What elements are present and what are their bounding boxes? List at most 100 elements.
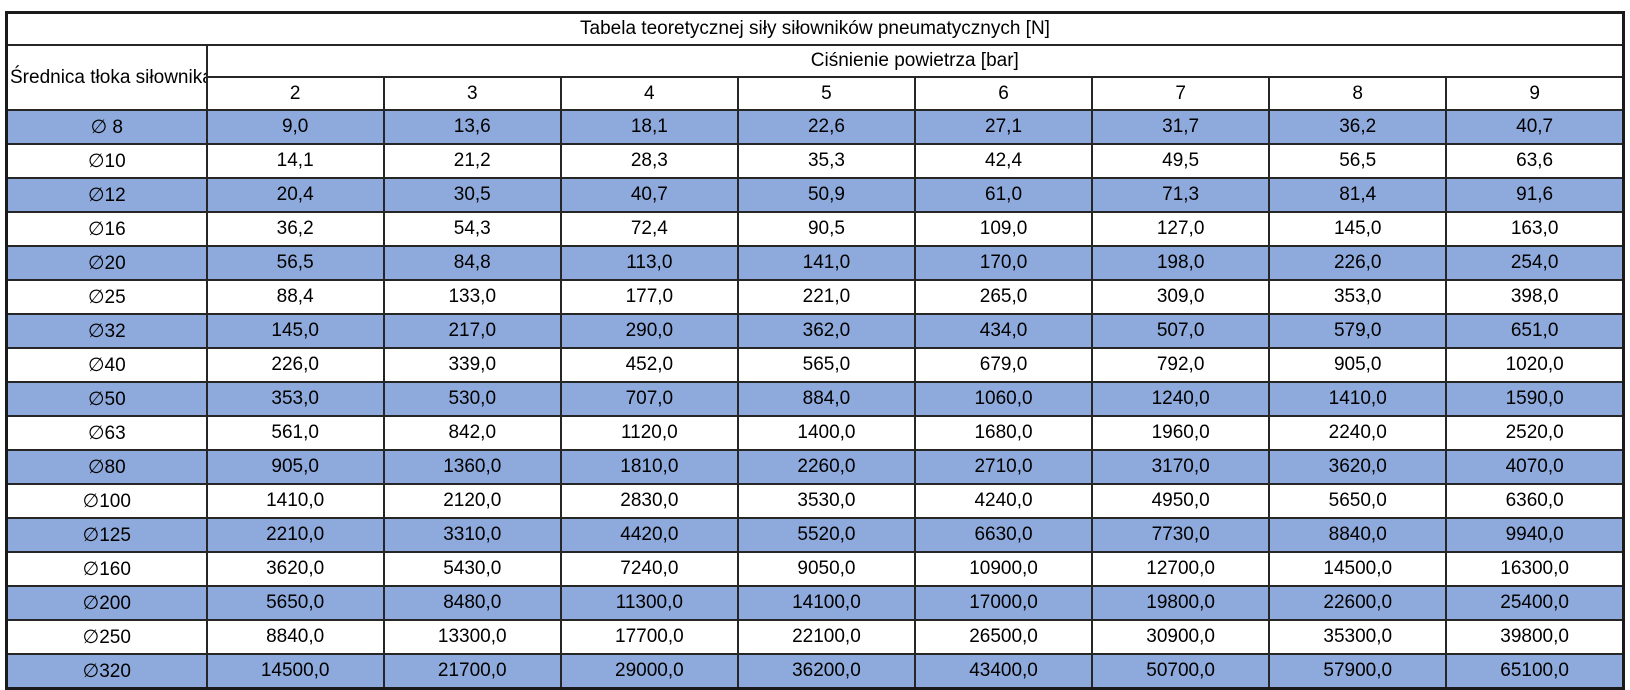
force-cell: 133,0: [382, 279, 562, 315]
table-row: ∅40 226,0 339,0 452,0 565,0 679,0 792,0 905,0 10…: [5, 347, 1625, 383]
diameter-cell: ∅200: [5, 585, 208, 621]
force-cell: 792,0: [1091, 347, 1271, 383]
force-cell: 4420,0: [559, 517, 739, 553]
force-cell: 14100,0: [736, 585, 916, 621]
diameter-cell: ∅25: [5, 279, 208, 315]
force-cell: 63,6: [1445, 143, 1625, 179]
force-cell: 9940,0: [1445, 517, 1625, 553]
force-cell: 71,3: [1091, 177, 1271, 213]
force-cell: 353,0: [205, 381, 385, 417]
force-cell: 198,0: [1091, 245, 1271, 281]
force-cell: 65100,0: [1445, 653, 1625, 690]
pressure-col-3: 3: [382, 76, 562, 111]
force-cell: 905,0: [1268, 347, 1448, 383]
force-cell: 5430,0: [382, 551, 562, 587]
force-cell: 50,9: [736, 177, 916, 213]
diameter-cell: ∅320: [5, 653, 208, 690]
force-cell: 13,6: [382, 109, 562, 145]
force-cell: 20,4: [205, 177, 385, 213]
force-cell: 8480,0: [382, 585, 562, 621]
pressure-col-5: 5: [736, 76, 916, 111]
table-body: ∅ 8 9,0 13,6 18,1 22,6 27,1 31,7 36,2 40,7 ∅10 14,…: [5, 109, 1625, 690]
force-cell: 35,3: [736, 143, 916, 179]
force-cell: 14500,0: [205, 653, 385, 690]
force-cell: 1240,0: [1091, 381, 1271, 417]
force-cell: 905,0: [205, 449, 385, 485]
force-cell: 7730,0: [1091, 517, 1271, 553]
force-cell: 91,6: [1445, 177, 1625, 213]
force-cell: 707,0: [559, 381, 739, 417]
force-cell: 5520,0: [736, 517, 916, 553]
diameter-cell: ∅125: [5, 517, 208, 553]
force-cell: 26500,0: [913, 619, 1094, 655]
pressure-group-header: Ciśnienie powietrza [bar]: [205, 44, 1625, 78]
force-cell: 72,4: [559, 211, 739, 247]
force-cell: 2240,0: [1268, 415, 1448, 451]
force-cell: 2830,0: [559, 483, 739, 519]
force-cell: 50700,0: [1091, 653, 1271, 690]
force-cell: 56,5: [1268, 143, 1448, 179]
force-cell: 17000,0: [913, 585, 1094, 621]
force-cell: 3310,0: [382, 517, 562, 553]
diameter-cell: ∅63: [5, 415, 208, 451]
force-cell: 12700,0: [1091, 551, 1271, 587]
force-cell: 254,0: [1445, 245, 1625, 281]
force-cell: 18,1: [559, 109, 739, 145]
force-cell: 5650,0: [1268, 483, 1448, 519]
force-cell: 8840,0: [1268, 517, 1448, 553]
force-cell: 36,2: [205, 211, 385, 247]
force-cell: 13300,0: [382, 619, 562, 655]
force-cell: 4950,0: [1091, 483, 1271, 519]
table-row: ∅50 353,0 530,0 707,0 884,0 1060,0 1240,0 1410,…: [5, 381, 1625, 417]
force-cell: 3170,0: [1091, 449, 1271, 485]
diameter-cell: ∅250: [5, 619, 208, 655]
pneumatic-force-table: Tabela teoretycznej siły siłowników pneu…: [5, 11, 1625, 690]
force-cell: 265,0: [913, 279, 1094, 315]
pressure-col-8: 8: [1268, 76, 1448, 111]
force-cell: 29000,0: [559, 653, 739, 690]
diameter-cell: ∅32: [5, 313, 208, 349]
force-cell: 434,0: [913, 313, 1094, 349]
force-cell: 42,4: [913, 143, 1094, 179]
diameter-cell: ∅10: [5, 143, 208, 179]
force-cell: 11300,0: [559, 585, 739, 621]
force-cell: 21,2: [382, 143, 562, 179]
group-header-row: Średnica tłoka siłownika Ciśnienie powie…: [5, 44, 1625, 111]
force-cell: 353,0: [1268, 279, 1448, 315]
pressure-col-7: 7: [1091, 76, 1271, 111]
force-cell: 1410,0: [205, 483, 385, 519]
force-cell: 88,4: [205, 279, 385, 315]
force-cell: 19800,0: [1091, 585, 1271, 621]
force-cell: 565,0: [736, 347, 916, 383]
force-cell: 1400,0: [736, 415, 916, 451]
force-cell: 530,0: [382, 381, 562, 417]
force-cell: 842,0: [382, 415, 562, 451]
force-cell: 84,8: [382, 245, 562, 281]
force-cell: 1120,0: [559, 415, 739, 451]
force-cell: 54,3: [382, 211, 562, 247]
table-row: ∅16 36,2 54,3 72,4 90,5 109,0 127,0 145,0 163,0: [5, 211, 1625, 247]
force-cell: 217,0: [382, 313, 562, 349]
force-cell: 22600,0: [1268, 585, 1448, 621]
force-cell: 8840,0: [205, 619, 385, 655]
force-cell: 28,3: [559, 143, 739, 179]
force-cell: 6360,0: [1445, 483, 1625, 519]
force-cell: 31,7: [1091, 109, 1271, 145]
table-row: ∅160 3620,0 5430,0 7240,0 9050,0 10900,0 12700…: [5, 551, 1625, 587]
diameter-cell: ∅100: [5, 483, 208, 519]
force-cell: 1360,0: [382, 449, 562, 485]
force-cell: 56,5: [205, 245, 385, 281]
pressure-col-9: 9: [1445, 76, 1625, 111]
force-cell: 884,0: [736, 381, 916, 417]
table-row: ∅63 561,0 842,0 1120,0 1400,0 1680,0 1960,0 224…: [5, 415, 1625, 451]
force-cell: 14500,0: [1268, 551, 1448, 587]
force-cell: 9,0: [205, 109, 385, 145]
force-cell: 1060,0: [913, 381, 1094, 417]
diameter-cell: ∅40: [5, 347, 208, 383]
force-cell: 21700,0: [382, 653, 562, 690]
force-cell: 109,0: [913, 211, 1094, 247]
force-cell: 39800,0: [1445, 619, 1625, 655]
force-cell: 679,0: [913, 347, 1094, 383]
pressure-col-4: 4: [559, 76, 739, 111]
